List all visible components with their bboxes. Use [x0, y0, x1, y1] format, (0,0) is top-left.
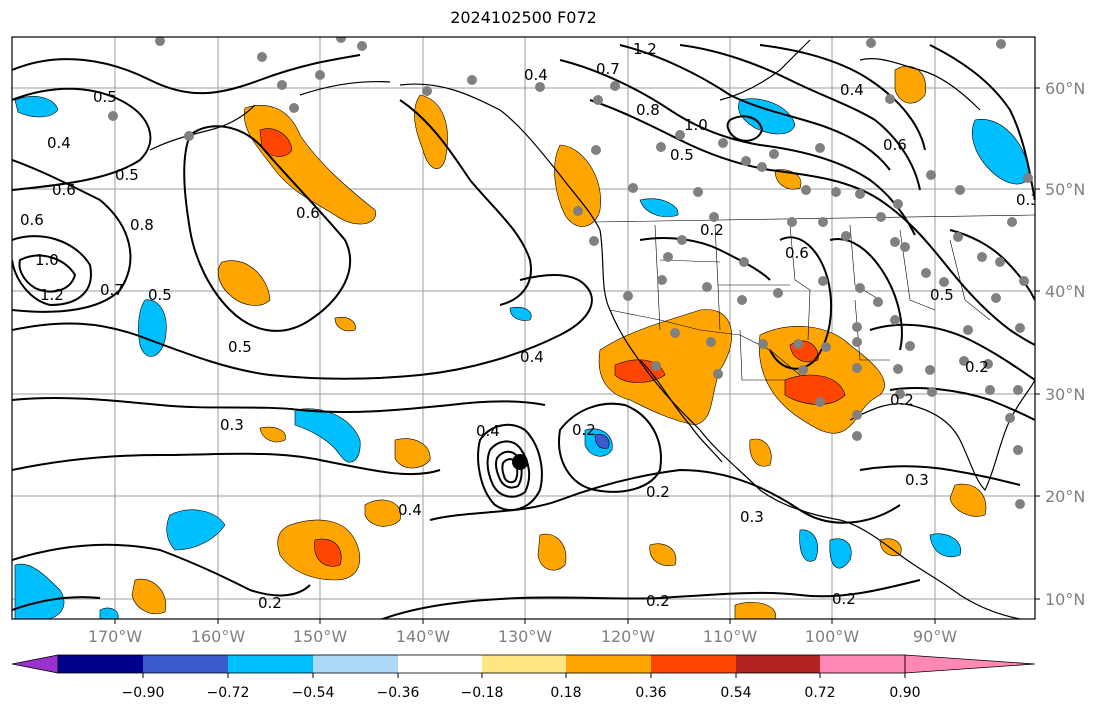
- contour-label: 0.6: [296, 204, 320, 222]
- contour-label: 0.7: [596, 60, 620, 78]
- lon-label: 130°W: [498, 627, 553, 646]
- lon-label: 90°W: [913, 627, 957, 646]
- lat-label: 20°N: [1045, 487, 1085, 506]
- colorbar-tick-label: 0.90: [889, 685, 920, 701]
- colorbar-tick-label: −0.36: [377, 685, 420, 701]
- lon-label: 110°W: [703, 627, 758, 646]
- contour-label: 0.5: [228, 338, 252, 356]
- colorbar-segment: [736, 655, 820, 673]
- latitude-labels: 60°N 50°N 40°N 30°N 20°N 10°N: [1045, 79, 1085, 609]
- contour-label: 0.5: [115, 166, 139, 184]
- lon-label: 100°W: [805, 627, 860, 646]
- lon-label: 170°W: [88, 627, 143, 646]
- contour-label: 1.2: [40, 286, 64, 304]
- contour-label: 0.6: [883, 136, 907, 154]
- contour-label: 1.0: [35, 251, 59, 269]
- station-markers: [108, 37, 1033, 509]
- lon-label: 120°W: [601, 627, 656, 646]
- contour-label: 0.4: [840, 81, 864, 99]
- colorbar-tick-label: 0.18: [550, 685, 581, 701]
- colorbar-tick-labels: −0.90 −0.72 −0.54 −0.36 −0.18 0.18 0.36 …: [122, 685, 921, 701]
- axis-ticks: [114, 87, 1040, 624]
- contour-label: 0.6: [52, 181, 76, 199]
- contour-label: 0.2: [258, 594, 282, 612]
- colorbar-segment: [398, 655, 482, 673]
- lat-label: 60°N: [1045, 79, 1085, 98]
- contour-label: 0.6: [20, 211, 44, 229]
- contour-label: 0.2: [832, 590, 856, 608]
- colorbar-segment: [228, 655, 313, 673]
- contour-label: 0.2: [646, 483, 670, 501]
- lon-label: 160°W: [191, 627, 246, 646]
- contour-label: 0.4: [520, 348, 544, 366]
- colorbar-tick-label: −0.54: [292, 685, 335, 701]
- map-content: 1.2 0.4 0.7 0.8 1.0 0.5 0.4 0.6 0.5 0.4 …: [12, 37, 1040, 619]
- low-center-marker: [512, 454, 528, 470]
- plot-frame: [11, 36, 1036, 620]
- colorbar-segment: [58, 655, 143, 673]
- contour-label: 0.3: [1016, 191, 1040, 209]
- lon-label: 150°W: [293, 627, 348, 646]
- contour-label: 0.2: [646, 592, 670, 610]
- colorbar: −0.90 −0.72 −0.54 −0.36 −0.18 0.18 0.36 …: [11, 654, 1036, 701]
- lon-label: 140°W: [396, 627, 451, 646]
- contour-label: 0.8: [636, 101, 660, 119]
- contour-label: 0.4: [398, 501, 422, 519]
- colorbar-tick-label: 0.54: [720, 685, 751, 701]
- colorbar-segment: [820, 655, 905, 673]
- contour-label: 0.5: [670, 146, 694, 164]
- lat-label: 40°N: [1045, 282, 1085, 301]
- colorbar-segment: [566, 655, 651, 673]
- contour-label: 1.0: [684, 116, 708, 134]
- contour-label: 0.2: [890, 391, 914, 409]
- contour-label: 0.2: [572, 421, 596, 439]
- contour-label: 0.5: [930, 286, 954, 304]
- colorbar-segment: [313, 655, 398, 673]
- contour-label: 0.5: [148, 286, 172, 304]
- contour-label: 0.3: [220, 416, 244, 434]
- colorbar-tick-label: −0.18: [461, 685, 504, 701]
- longitude-labels: 170°W 160°W 150°W 140°W 130°W 120°W 110°…: [88, 627, 957, 646]
- contour-label: 0.7: [100, 281, 124, 299]
- map-title: 2024102500 F072: [450, 8, 597, 27]
- colorbar-tick-label: 0.36: [635, 685, 666, 701]
- contour-label: 0.4: [47, 134, 71, 152]
- contour-label: 0.8: [130, 216, 154, 234]
- contour-label: 0.3: [740, 508, 764, 526]
- colorbar-extend-right: [904, 654, 1036, 674]
- colorbar-tick-label: 0.72: [804, 685, 835, 701]
- lat-label: 50°N: [1045, 180, 1085, 199]
- contour-label: 0.6: [785, 244, 809, 262]
- contour-label-group: 1.2 0.4 0.7 0.8 1.0 0.5 0.4 0.6 0.5 0.4 …: [20, 40, 1040, 612]
- contour-label: 0.5: [93, 88, 117, 106]
- contour-lines: [12, 44, 1035, 619]
- contour-label: 0.2: [965, 358, 989, 376]
- contour-label: 1.2: [633, 40, 657, 58]
- lat-label: 30°N: [1045, 385, 1085, 404]
- colorbar-tick-label: −0.72: [207, 685, 250, 701]
- lat-label: 10°N: [1045, 590, 1085, 609]
- colorbar-segment: [651, 655, 736, 673]
- coastlines: [149, 39, 1035, 619]
- contour-label: 0.2: [700, 221, 724, 239]
- political-borders: [594, 214, 1035, 381]
- colorbar-extend-left: [11, 654, 59, 674]
- contour-label: 0.3: [905, 471, 929, 489]
- contour-label: 0.4: [476, 422, 500, 440]
- contour-label: 0.4: [524, 66, 548, 84]
- colorbar-segment: [482, 655, 566, 673]
- colorbar-segment: [143, 655, 228, 673]
- colorbar-tick-label: −0.90: [122, 685, 165, 701]
